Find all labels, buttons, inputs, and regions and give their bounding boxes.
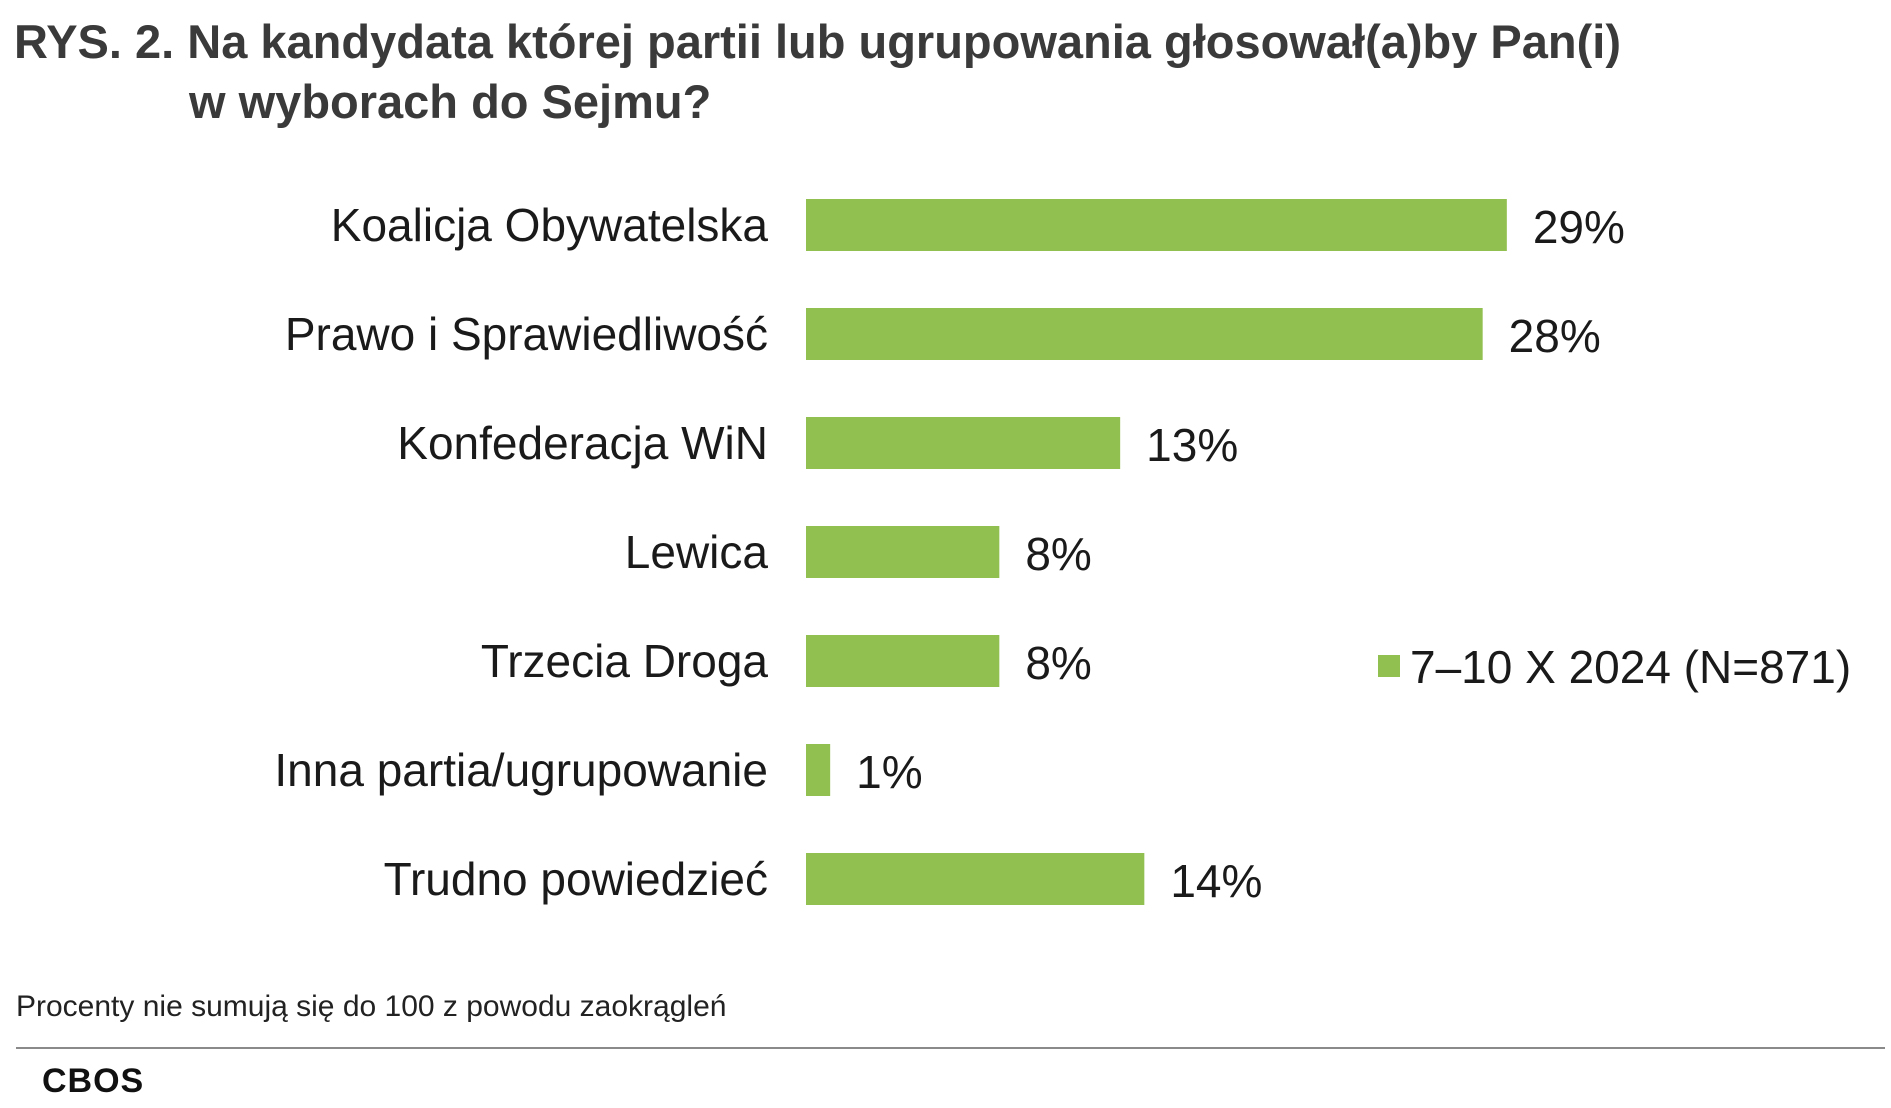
legend-swatch bbox=[1378, 655, 1400, 677]
value-label: 28% bbox=[1509, 310, 1601, 362]
bar bbox=[806, 417, 1121, 469]
category-label: Prawo i Sprawiedliwość bbox=[285, 308, 768, 360]
category-label: Inna partia/ugrupowanie bbox=[274, 744, 768, 796]
bar bbox=[806, 199, 1507, 251]
chart-title-line2: w wyborach do Sejmu? bbox=[189, 75, 712, 128]
value-label: 13% bbox=[1146, 419, 1238, 471]
category-label: Lewica bbox=[625, 526, 769, 578]
bar bbox=[806, 526, 1000, 578]
value-label: 8% bbox=[1025, 637, 1091, 689]
footer-divider bbox=[16, 1047, 1885, 1049]
bar-chart: Koalicja Obywatelska 29% Prawo i Sprawiedl… bbox=[274, 199, 1851, 907]
value-label: 14% bbox=[1170, 855, 1262, 907]
value-label: 1% bbox=[856, 746, 922, 798]
bar bbox=[806, 635, 1000, 687]
chart-title: RYS. 2. Na kandydata której partii lub u… bbox=[14, 12, 1621, 132]
category-label: Konfederacja WiN bbox=[397, 417, 768, 469]
chart-title-line1: RYS. 2. Na kandydata której partii lub u… bbox=[14, 15, 1621, 68]
bar bbox=[806, 744, 831, 796]
value-label: 29% bbox=[1533, 201, 1625, 253]
footnote: Procenty nie sumują się do 100 z powodu … bbox=[16, 990, 727, 1023]
legend-label: 7–10 X 2024 (N=871) bbox=[1410, 641, 1851, 693]
bar bbox=[806, 853, 1145, 905]
category-label: Trzecia Droga bbox=[481, 635, 769, 687]
category-label: Koalicja Obywatelska bbox=[331, 199, 769, 251]
category-label: Trudno powiedzieć bbox=[384, 853, 768, 905]
source-label: CBOS bbox=[42, 1062, 145, 1100]
bar bbox=[806, 308, 1483, 360]
value-label: 8% bbox=[1025, 528, 1091, 580]
